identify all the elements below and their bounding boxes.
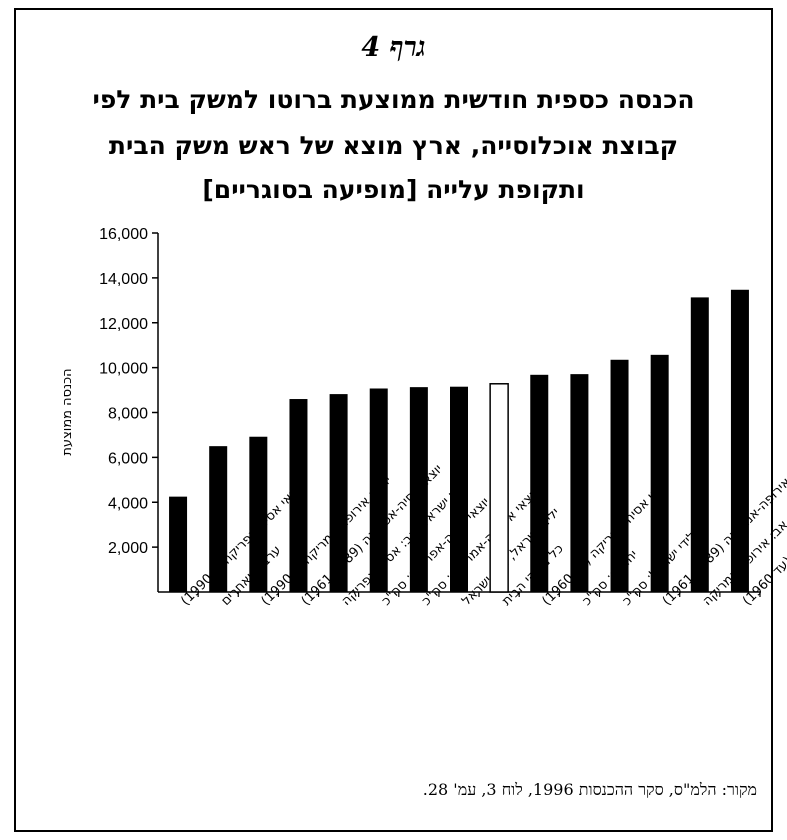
source-note: מקור: הלמ"ס, סקר ההכנסות 1996, לוח 3, עמ… [422, 780, 757, 799]
chart-title-line-3: ותקופת עלייה [מופיעה בסוגריים] [202, 175, 585, 204]
y-tick-label: 12,000 [99, 316, 148, 333]
bar [289, 399, 308, 592]
chart-title-line-2: קבוצת אוכלוסייה, ארץ מוצא של ראש משק הבי… [108, 131, 679, 160]
y-axis-title: הכנסה ממוצעת [60, 368, 75, 455]
y-tick-label: 8,000 [108, 406, 148, 423]
bar [530, 374, 549, 592]
bar [690, 297, 709, 592]
figure-frame [14, 8, 773, 832]
y-tick-label: 2,000 [108, 540, 148, 557]
bar [169, 496, 188, 592]
figure-number: גרף 4 [361, 32, 426, 63]
bar [610, 359, 629, 592]
bar [369, 388, 388, 592]
y-tick-label: 10,000 [99, 361, 148, 378]
bar-highlighted [489, 383, 509, 593]
bar [650, 354, 669, 592]
bar [409, 387, 428, 592]
bar [730, 289, 749, 592]
bar [450, 386, 468, 592]
bar [329, 394, 348, 592]
bar [570, 374, 589, 592]
chart-title-line-1: הכנסה כספית חודשית ממוצעת ברוטו למשק בית… [92, 85, 695, 114]
y-tick-label: 16,000 [99, 226, 148, 243]
y-tick-label: 14,000 [99, 271, 148, 288]
y-tick-label: 4,000 [108, 495, 148, 512]
bar [209, 446, 228, 592]
y-tick-label: 6,000 [108, 450, 148, 467]
bar [249, 436, 268, 592]
